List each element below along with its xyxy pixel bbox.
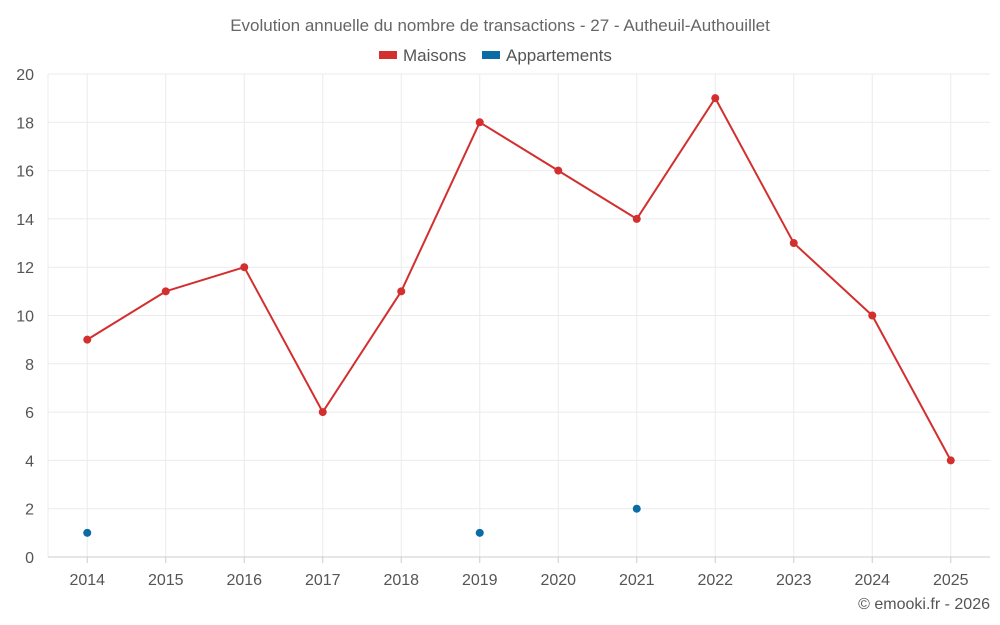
legend-swatch-appartements xyxy=(482,51,500,59)
y-tick-label-14: 14 xyxy=(16,212,34,229)
legend-item-maisons[interactable]: Maisons xyxy=(379,46,466,65)
x-tick-label-2021: 2021 xyxy=(619,572,655,589)
x-tick-label-2018: 2018 xyxy=(383,572,419,589)
legend: Maisons Appartements xyxy=(379,46,612,65)
y-tick-label-12: 12 xyxy=(16,260,34,277)
x-tick-label-2016: 2016 xyxy=(226,572,262,589)
data-point-maisons-2018[interactable] xyxy=(397,287,406,296)
legend-swatch-maisons xyxy=(379,51,397,59)
x-tick-label-2022: 2022 xyxy=(697,572,733,589)
x-tick-label-2015: 2015 xyxy=(148,572,184,589)
x-tick-label-2023: 2023 xyxy=(776,572,812,589)
series xyxy=(83,94,955,537)
x-tick-label-2014: 2014 xyxy=(69,572,105,589)
legend-item-appartements[interactable]: Appartements xyxy=(482,46,612,65)
data-point-maisons-2022[interactable] xyxy=(711,94,720,103)
grid xyxy=(47,73,990,557)
y-tick-label-2: 2 xyxy=(25,502,34,519)
y-tick-label-4: 4 xyxy=(25,453,34,470)
y-tick-label-0: 0 xyxy=(25,550,34,567)
data-point-maisons-2015[interactable] xyxy=(161,287,170,296)
y-tick-label-18: 18 xyxy=(16,115,34,132)
data-point-maisons-2017[interactable] xyxy=(318,408,327,417)
axes: 0 2 4 6 8 10 12 14 16 18 20 2014 2015 2016 2017 2018 201… xyxy=(16,67,990,589)
series-appartements xyxy=(83,504,641,537)
series-maisons xyxy=(83,94,955,465)
legend-label-maisons: Maisons xyxy=(403,46,466,65)
y-tick-label-6: 6 xyxy=(25,405,34,422)
data-point-maisons-2014[interactable] xyxy=(83,335,92,344)
data-point-maisons-2024[interactable] xyxy=(868,311,877,320)
data-point-appartements-2019[interactable] xyxy=(475,528,484,537)
chart-title: Evolution annuelle du nombre de transact… xyxy=(230,16,770,35)
y-tick-label-10: 10 xyxy=(16,309,34,326)
y-tick-label-20: 20 xyxy=(16,67,34,84)
data-point-maisons-2020[interactable] xyxy=(554,166,563,175)
data-point-appartements-2021[interactable] xyxy=(632,504,641,513)
y-tick-label-16: 16 xyxy=(16,164,34,181)
x-tick-label-2020: 2020 xyxy=(540,572,576,589)
data-point-maisons-2019[interactable] xyxy=(475,118,484,127)
data-point-appartements-2014[interactable] xyxy=(83,528,92,537)
data-point-maisons-2021[interactable] xyxy=(632,214,641,223)
x-tick-label-2025: 2025 xyxy=(933,572,969,589)
data-point-maisons-2016[interactable] xyxy=(240,263,249,272)
series-line-maisons xyxy=(86,97,952,461)
x-tick-label-2024: 2024 xyxy=(854,572,890,589)
data-point-maisons-2023[interactable] xyxy=(789,239,798,248)
x-tick-label-2019: 2019 xyxy=(462,572,498,589)
y-tick-label-8: 8 xyxy=(25,357,34,374)
x-tick-label-2017: 2017 xyxy=(305,572,341,589)
legend-label-appartements: Appartements xyxy=(506,46,612,65)
credit-text: © emooki.fr - 2026 xyxy=(858,596,990,613)
data-point-maisons-2025[interactable] xyxy=(946,456,955,465)
